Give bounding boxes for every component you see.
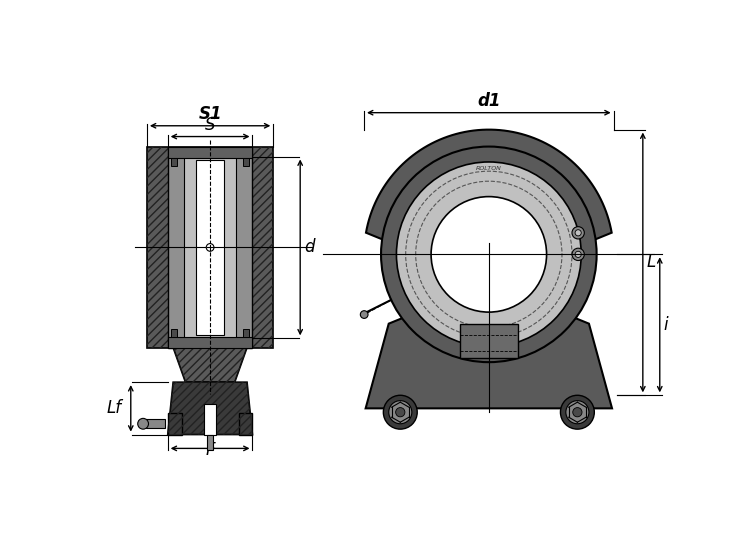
Bar [146,419,164,428]
Circle shape [138,418,149,429]
Circle shape [575,252,581,258]
Bar [184,157,236,338]
Bar [147,147,273,347]
Polygon shape [366,130,612,408]
Bar [244,158,250,166]
Text: S1: S1 [198,105,222,124]
Bar [167,147,253,347]
Polygon shape [173,347,247,382]
Text: ROLTON: ROLTON [476,166,501,171]
Polygon shape [167,382,253,434]
Circle shape [396,408,405,417]
Bar [238,413,253,434]
Circle shape [383,395,417,429]
Circle shape [381,147,596,362]
Circle shape [389,401,412,424]
Bar [196,160,224,335]
Bar [167,413,182,434]
Circle shape [560,395,594,429]
Bar [167,337,253,347]
Circle shape [566,401,589,424]
Circle shape [572,248,584,260]
Bar [244,329,250,337]
Text: F: F [205,441,215,459]
Bar [171,158,177,166]
Text: d1: d1 [477,91,501,110]
Text: d: d [304,238,314,257]
Bar [167,147,253,158]
Circle shape [573,408,582,417]
Text: i: i [664,316,668,334]
Circle shape [572,227,584,239]
Bar [460,324,518,358]
Bar [171,329,177,337]
Circle shape [431,197,547,312]
Bar [207,434,213,450]
Circle shape [575,230,581,236]
Circle shape [397,162,581,347]
Text: L: L [647,253,656,271]
Text: S: S [205,116,216,134]
Bar [204,404,216,434]
Text: Lf: Lf [106,399,121,417]
Circle shape [360,311,368,319]
Circle shape [207,244,214,252]
Bar [147,147,273,347]
